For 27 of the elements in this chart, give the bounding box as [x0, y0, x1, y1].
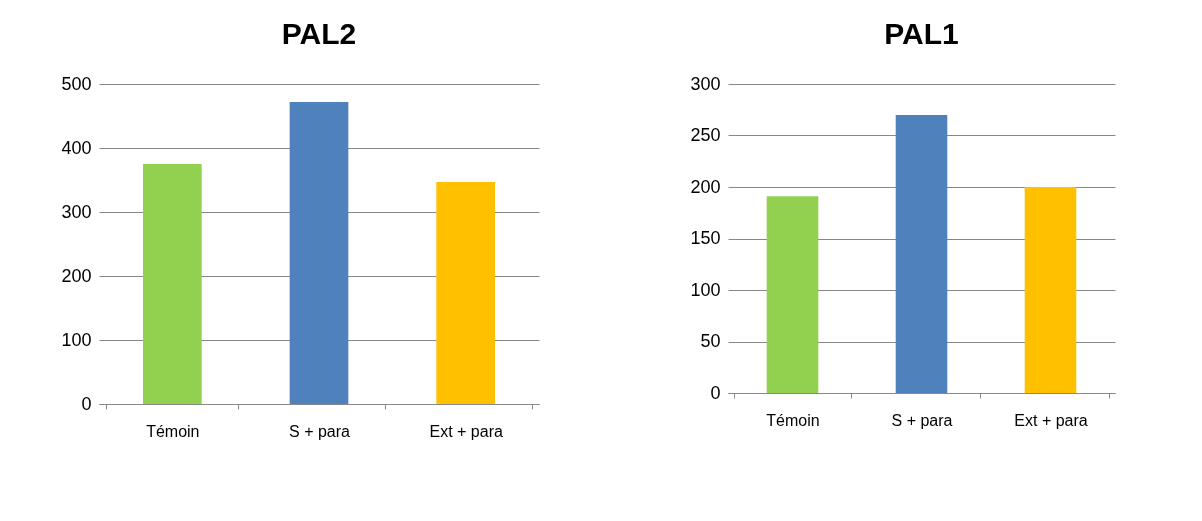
y-tick-label: 150: [690, 228, 721, 248]
bar: [895, 114, 948, 393]
y-tick-label: 250: [690, 125, 721, 145]
bar: [143, 164, 202, 404]
y-tick-label: 300: [690, 73, 721, 94]
bar: [766, 196, 819, 393]
y-tick-label: 200: [690, 176, 721, 197]
bar: [289, 101, 349, 404]
bar: [1024, 187, 1077, 393]
y-tick-label: 100: [61, 329, 92, 350]
x-tick-label: Témoin: [146, 422, 200, 440]
x-tick-label: Ext + para: [429, 422, 503, 440]
x-tick-label: Ext + para: [1014, 411, 1088, 429]
y-tick-label: 100: [690, 279, 721, 300]
y-tick-label: 50: [700, 331, 721, 351]
chart-title: PAL2: [281, 17, 357, 50]
y-tick-label: 300: [61, 201, 92, 222]
y-tick-label: 400: [61, 137, 92, 158]
x-tick-label: S + para: [289, 422, 351, 440]
y-tick-label: 500: [61, 73, 92, 94]
y-tick-label: 200: [61, 265, 92, 286]
x-tick-label: Témoin: [766, 411, 820, 429]
y-tick-label: 0: [81, 393, 92, 414]
x-tick-label: S + para: [891, 411, 953, 429]
y-tick-label: 0: [710, 382, 721, 403]
bar: [436, 181, 495, 404]
chart-title: PAL1: [884, 17, 959, 50]
